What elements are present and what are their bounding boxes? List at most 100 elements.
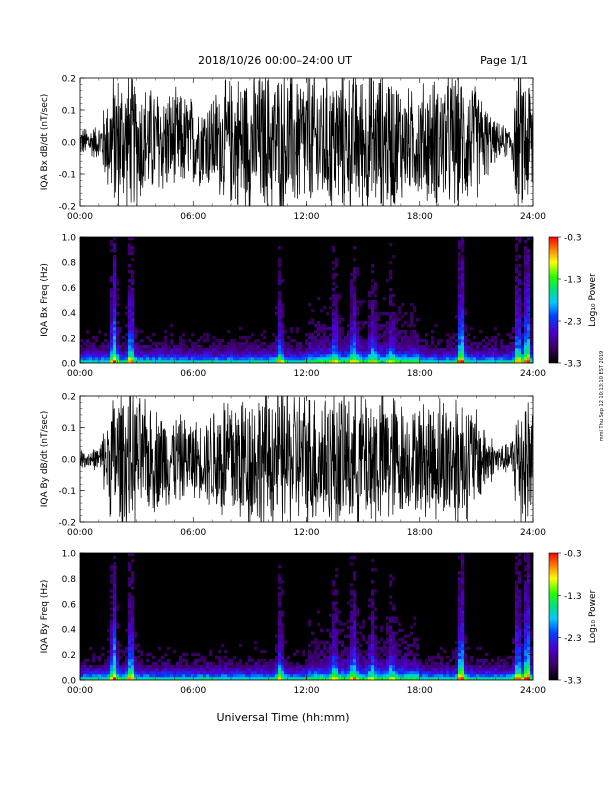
spectrogram-cell xyxy=(482,354,486,358)
spectrogram-cell xyxy=(215,339,219,343)
spectrogram-cell xyxy=(275,345,279,349)
spectrogram-cell xyxy=(512,640,516,645)
spectrogram-cell xyxy=(113,670,117,675)
spectrogram-cell xyxy=(113,309,117,313)
spectrogram-cell xyxy=(395,670,399,675)
spectrogram-cell xyxy=(212,351,216,355)
spectrogram-cell xyxy=(311,652,315,657)
spectrogram-cell xyxy=(125,655,129,660)
spectrogram-cell xyxy=(401,673,405,678)
spectrogram-cell xyxy=(455,649,459,654)
spectrogram-cell xyxy=(518,354,522,358)
spectrogram-cell xyxy=(383,312,387,316)
spectrogram-cell xyxy=(134,631,138,635)
spectrogram-cell xyxy=(191,333,195,337)
spectrogram-cell xyxy=(365,351,369,355)
spectrogram-cell xyxy=(443,357,447,361)
spectrogram-cell xyxy=(125,342,129,346)
spectrogram-cell xyxy=(518,237,522,241)
colorbar-frame xyxy=(548,552,559,681)
spectrogram-cell xyxy=(131,673,135,678)
spectrogram-cell xyxy=(527,553,531,557)
spectrogram-cell xyxy=(401,336,405,340)
spectrogram-cell xyxy=(518,321,522,325)
spectrogram-cell xyxy=(464,351,468,355)
spectrogram-cell xyxy=(170,357,174,361)
spectrogram-cell xyxy=(341,676,345,680)
spectrogram-cell xyxy=(410,303,414,307)
spectrogram-cell xyxy=(458,583,462,587)
spectrogram-cell xyxy=(455,333,459,337)
spectrogram-cell xyxy=(476,351,480,355)
spectrogram-cell xyxy=(245,360,249,363)
spectrogram-cell xyxy=(233,670,237,675)
spectrogram-cell xyxy=(482,658,486,663)
spectrogram-cell xyxy=(380,336,384,340)
spectrogram-cell xyxy=(362,619,366,623)
spectrogram-cell xyxy=(134,670,138,675)
spectrogram-cell xyxy=(482,670,486,675)
spectrogram-cell xyxy=(506,345,510,349)
spectrogram-cell xyxy=(371,640,375,645)
spectrogram-cell xyxy=(215,354,219,358)
spectrogram-cell xyxy=(146,670,150,675)
spectrogram-cell xyxy=(527,270,531,274)
spectrogram-cell xyxy=(146,348,150,352)
spectrogram-cell xyxy=(425,345,429,349)
spectrogram-cell xyxy=(488,348,492,352)
spectrogram-cell xyxy=(401,658,405,663)
spectrogram-cell xyxy=(284,330,288,334)
spectrogram-cell xyxy=(131,601,135,605)
spectrogram-cell xyxy=(128,360,132,363)
spectrogram-cell xyxy=(410,673,414,678)
spectrogram-cell xyxy=(434,357,438,361)
spectrogram-cell xyxy=(80,673,84,678)
spectrogram-cell xyxy=(317,661,321,666)
spectrogram-cell xyxy=(248,345,252,349)
spectrogram-cell xyxy=(350,294,354,298)
spectrogram-cell xyxy=(137,351,141,355)
spectrogram-cell xyxy=(524,664,528,669)
spectrogram-cell xyxy=(350,673,354,678)
spectrogram-cell xyxy=(395,643,399,648)
spectrogram-cell xyxy=(464,667,468,672)
spectrogram-cell xyxy=(410,330,414,334)
spectrogram-cell xyxy=(341,667,345,672)
spectrogram-cell xyxy=(110,288,114,292)
spectrogram-cell xyxy=(431,342,435,346)
spectrogram-cell xyxy=(515,667,519,672)
spectrogram-cell xyxy=(362,354,366,358)
spectrogram-cell xyxy=(356,640,360,645)
spectrogram-cell xyxy=(308,658,312,663)
spectrogram-cell xyxy=(374,664,378,669)
spectrogram-cell xyxy=(434,324,438,328)
spectrogram-cell xyxy=(344,670,348,675)
spectrogram-cell xyxy=(518,592,522,596)
spectrogram-cell xyxy=(410,652,414,657)
spectrogram-cell xyxy=(431,348,435,352)
spectrogram-cell xyxy=(467,664,471,669)
spectrogram-cell xyxy=(461,306,465,310)
spectrogram-cell xyxy=(110,297,114,301)
spectrogram-cell xyxy=(359,345,363,349)
spectrogram-cell xyxy=(380,327,384,331)
spectrogram-cell xyxy=(446,655,450,660)
spectrogram-cell xyxy=(188,667,192,672)
spectrogram-cell xyxy=(131,661,135,666)
spectrogram-cell xyxy=(371,643,375,648)
spectrogram-cell xyxy=(278,658,282,663)
spectrogram-cell xyxy=(461,300,465,304)
spectrogram-cell xyxy=(350,658,354,663)
spectrogram-cell xyxy=(113,580,117,584)
spectrogram-cell xyxy=(281,610,285,614)
spectrogram-cell xyxy=(353,246,357,250)
spectrogram-cell xyxy=(452,670,456,675)
spectrogram-cell xyxy=(275,360,279,363)
spectrogram-cell xyxy=(518,562,522,566)
spectrogram-cell xyxy=(344,646,348,651)
spectrogram-cell xyxy=(281,339,285,343)
spectrogram-cell xyxy=(389,574,393,578)
spectrogram-cell xyxy=(422,348,426,352)
spectrogram-cell xyxy=(230,345,234,349)
spectrogram-cell xyxy=(131,291,135,295)
